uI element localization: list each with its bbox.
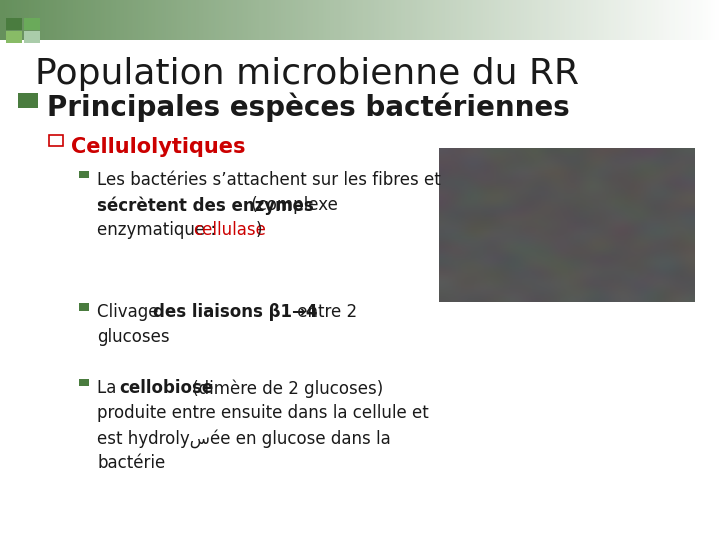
- Text: Population microbienne du RR: Population microbienne du RR: [35, 57, 579, 91]
- Text: Cellulolytiques: Cellulolytiques: [71, 137, 245, 157]
- Bar: [79, 303, 89, 310]
- Bar: [79, 379, 89, 386]
- Text: sécrètent des enzymes: sécrètent des enzymes: [97, 196, 314, 214]
- Text: ): ): [256, 221, 262, 239]
- Text: Principales espèces bactériennes: Principales espèces bactériennes: [47, 93, 570, 123]
- Text: bactérie: bactérie: [97, 454, 166, 471]
- Text: La: La: [97, 379, 122, 397]
- Text: cellobiose: cellobiose: [119, 379, 213, 397]
- Bar: [24, 31, 40, 43]
- Text: (dimère de 2 glucoses): (dimère de 2 glucoses): [187, 379, 384, 397]
- Text: des liaisons β1→4: des liaisons β1→4: [153, 303, 317, 321]
- Bar: [79, 171, 89, 178]
- Bar: [24, 18, 40, 30]
- Bar: [6, 18, 22, 30]
- Text: est hydrolyسée en glucose dans la: est hydrolyسée en glucose dans la: [97, 429, 391, 448]
- Bar: [49, 135, 63, 146]
- Text: Clivage: Clivage: [97, 303, 164, 321]
- Text: entre 2: entre 2: [292, 303, 356, 321]
- Text: glucoses: glucoses: [97, 328, 170, 346]
- Bar: [18, 93, 38, 108]
- Text: Les bactéries s’attachent sur les fibres et: Les bactéries s’attachent sur les fibres…: [97, 171, 441, 189]
- Text: enzymatique :: enzymatique :: [97, 221, 222, 239]
- Text: cellulase: cellulase: [193, 221, 266, 239]
- Text: (complexe: (complexe: [246, 196, 338, 214]
- Text: produite entre ensuite dans la cellule et: produite entre ensuite dans la cellule e…: [97, 404, 429, 422]
- Bar: [6, 31, 22, 43]
